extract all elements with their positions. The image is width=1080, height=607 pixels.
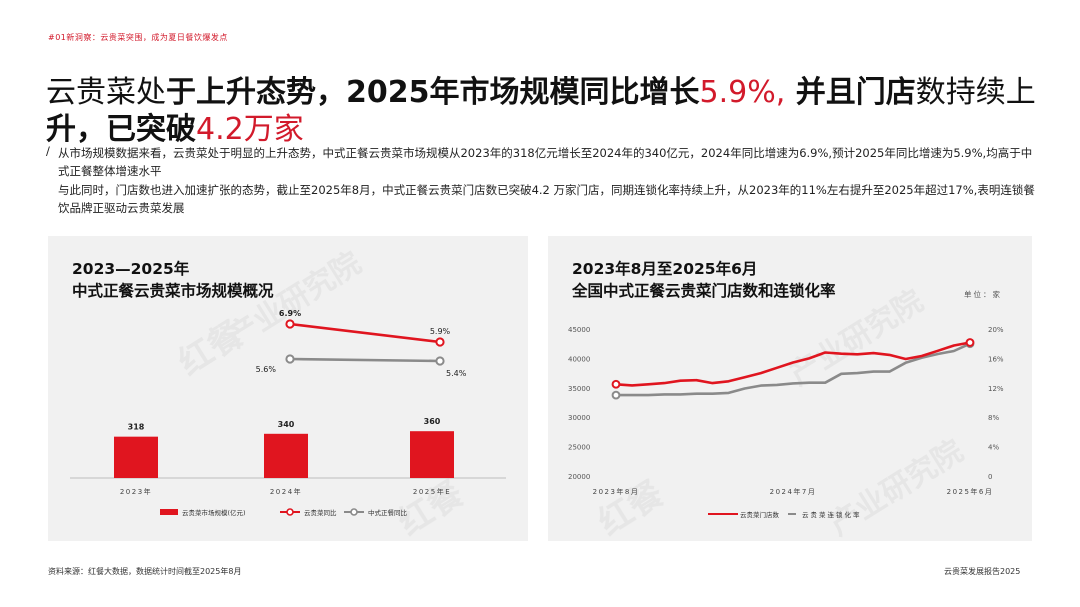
- headline-part5-a: 数持续上: [915, 75, 1036, 110]
- left-chart-panel: 2023—2025年 中式正餐云贵菜市场规模概况 红餐 产业研究院 红餐 318…: [48, 236, 528, 541]
- headline-part5-b: 升，已突破: [46, 112, 196, 147]
- section-tag: #01新洞察：云贵菜突围，成为夏日餐饮爆发点: [48, 33, 228, 42]
- left-axis-tick-5: 25000: [568, 444, 590, 452]
- legend-store-count: 云贵菜门店数: [740, 510, 780, 519]
- legend-swatch-market-size: [160, 509, 178, 515]
- right-legend: 云贵菜门店数 云贵菜连锁化率: [708, 510, 862, 519]
- page-headline: 云贵菜处于上升态势，2025年市场规模同比增长5.9%, 并且门店数持续上升，已…: [46, 74, 1036, 148]
- right-chart-title-line1: 2023年8月至2025年6月: [572, 260, 758, 278]
- unit-label: 单位：家: [964, 290, 1002, 299]
- headline-store-count: 4.2万家: [196, 112, 304, 147]
- left-axis-tick-4: 30000: [568, 414, 590, 422]
- right-axis-tick-5: 4%: [988, 444, 999, 452]
- industry-yoy-point-1: [285, 354, 295, 364]
- right-axis-tick-4: 8%: [988, 414, 999, 422]
- right-chart-title-line2: 全国中式正餐云贵菜门店数和连锁化率: [572, 282, 836, 300]
- legend-chain-rate: 云贵菜连锁化率: [802, 510, 862, 519]
- left-axis-tick-3: 35000: [568, 385, 590, 393]
- industry-yoy-point-2: [435, 356, 445, 366]
- right-axis-tick-1: 20%: [988, 326, 1004, 334]
- headline-growth-rate: 5.9%,: [699, 75, 786, 110]
- x-category-label-3: 2025年E: [413, 487, 451, 496]
- right-axis-tick-3: 12%: [988, 385, 1004, 393]
- legend-market-size: 云贵菜市场规模(亿元): [182, 508, 246, 517]
- bar-value-label-2: 340: [278, 420, 295, 429]
- industry-yoy-line: [289, 357, 441, 363]
- chain-rate-line: [616, 342, 971, 397]
- right-axis-tick-6: 0: [988, 473, 992, 481]
- left-axis-tick-2: 40000: [568, 355, 590, 363]
- legend-marker-yunguicai-yoy: [286, 508, 294, 516]
- left-chart-title-line2: 中式正餐云贵菜市场规模概况: [72, 282, 274, 300]
- headline-part1: 云贵菜处: [46, 75, 166, 110]
- bar-2: [264, 433, 308, 478]
- bar-3: [410, 431, 454, 478]
- yunguicai-yoy-line: [289, 322, 441, 344]
- paragraph-slash: /: [46, 144, 50, 158]
- watermark-text: 产业研究院: [222, 246, 368, 355]
- x-axis-tick-2: 2024年7月: [770, 487, 817, 496]
- chain-rate-start-point: [611, 390, 621, 400]
- right-axis-tick-2: 16%: [988, 355, 1004, 363]
- yunguicai-yoy-point-2: [435, 337, 445, 347]
- store-count-start-point: [611, 379, 621, 389]
- store-count-line: [615, 341, 971, 387]
- industry-yoy-label-1: 5.6%: [256, 365, 277, 374]
- left-axis-tick-1: 45000: [568, 326, 590, 334]
- right-chart-panel: 2023年8月至2025年6月 全国中式正餐云贵菜门店数和连锁化率 单位：家 红…: [548, 236, 1032, 541]
- headline-part2: 于上升态势，2025年市场规模同比增长: [166, 75, 700, 110]
- watermark-text: 产业研究院: [784, 284, 930, 393]
- watermark-logo-2: 红餐: [392, 474, 471, 541]
- store-count-chart: 红餐 产业研究院 产业研究院 45000 40000 35000 30000 25000…: [568, 284, 1004, 541]
- yunguicai-yoy-label-1: 6.9%: [279, 309, 301, 318]
- paragraph-store-count: 与此同时，门店数也进入加速扩张的态势，截止至2025年8月，中式正餐云贵菜门店数…: [58, 183, 1035, 215]
- yunguicai-yoy-label-2: 5.9%: [430, 327, 451, 336]
- watermark: 红餐 产业研究院 红餐: [172, 246, 471, 541]
- industry-yoy-label-2: 5.4%: [446, 369, 467, 378]
- paragraph-market-size: 从市场规模数据来看，云贵菜处于明显的上升态势，中式正餐云贵菜市场规模从2023年…: [58, 146, 1033, 178]
- x-category-label-1: 2023年: [120, 487, 152, 496]
- left-legend: 云贵菜市场规模(亿元) 云贵菜同比 中式正餐同比: [160, 508, 408, 517]
- bar-1: [114, 436, 158, 478]
- watermark-logo: 红餐: [592, 474, 671, 541]
- legend-marker-industry-yoy: [350, 508, 358, 516]
- market-size-chart: 红餐 产业研究院 红餐 318 340 360 2023年 2024年 2025年E 6…: [70, 246, 506, 541]
- headline-part4: 并且门店: [795, 75, 916, 110]
- store-count-end-point: [965, 338, 975, 347]
- bar-value-label-1: 318: [128, 423, 145, 432]
- left-axis-tick-6: 20000: [568, 473, 590, 481]
- footer-report-name: 云贵菜发展报告2025: [944, 567, 1021, 576]
- yunguicai-yoy-point-1: [285, 319, 295, 329]
- legend-yunguicai-yoy: 云贵菜同比: [304, 508, 337, 517]
- watermark: 红餐 产业研究院 产业研究院: [592, 284, 970, 541]
- left-chart-title-line1: 2023—2025年: [72, 260, 190, 278]
- x-category-label-2: 2024年: [270, 487, 302, 496]
- bar-value-label-3: 360: [424, 417, 441, 426]
- legend-industry-yoy: 中式正餐同比: [368, 508, 408, 517]
- x-axis-tick-1: 2023年8月: [593, 487, 640, 496]
- footer-source: 资料来源：红餐大数据，数据统计时间截至2025年8月: [48, 567, 242, 576]
- x-axis-tick-3: 2025年6月: [947, 487, 994, 496]
